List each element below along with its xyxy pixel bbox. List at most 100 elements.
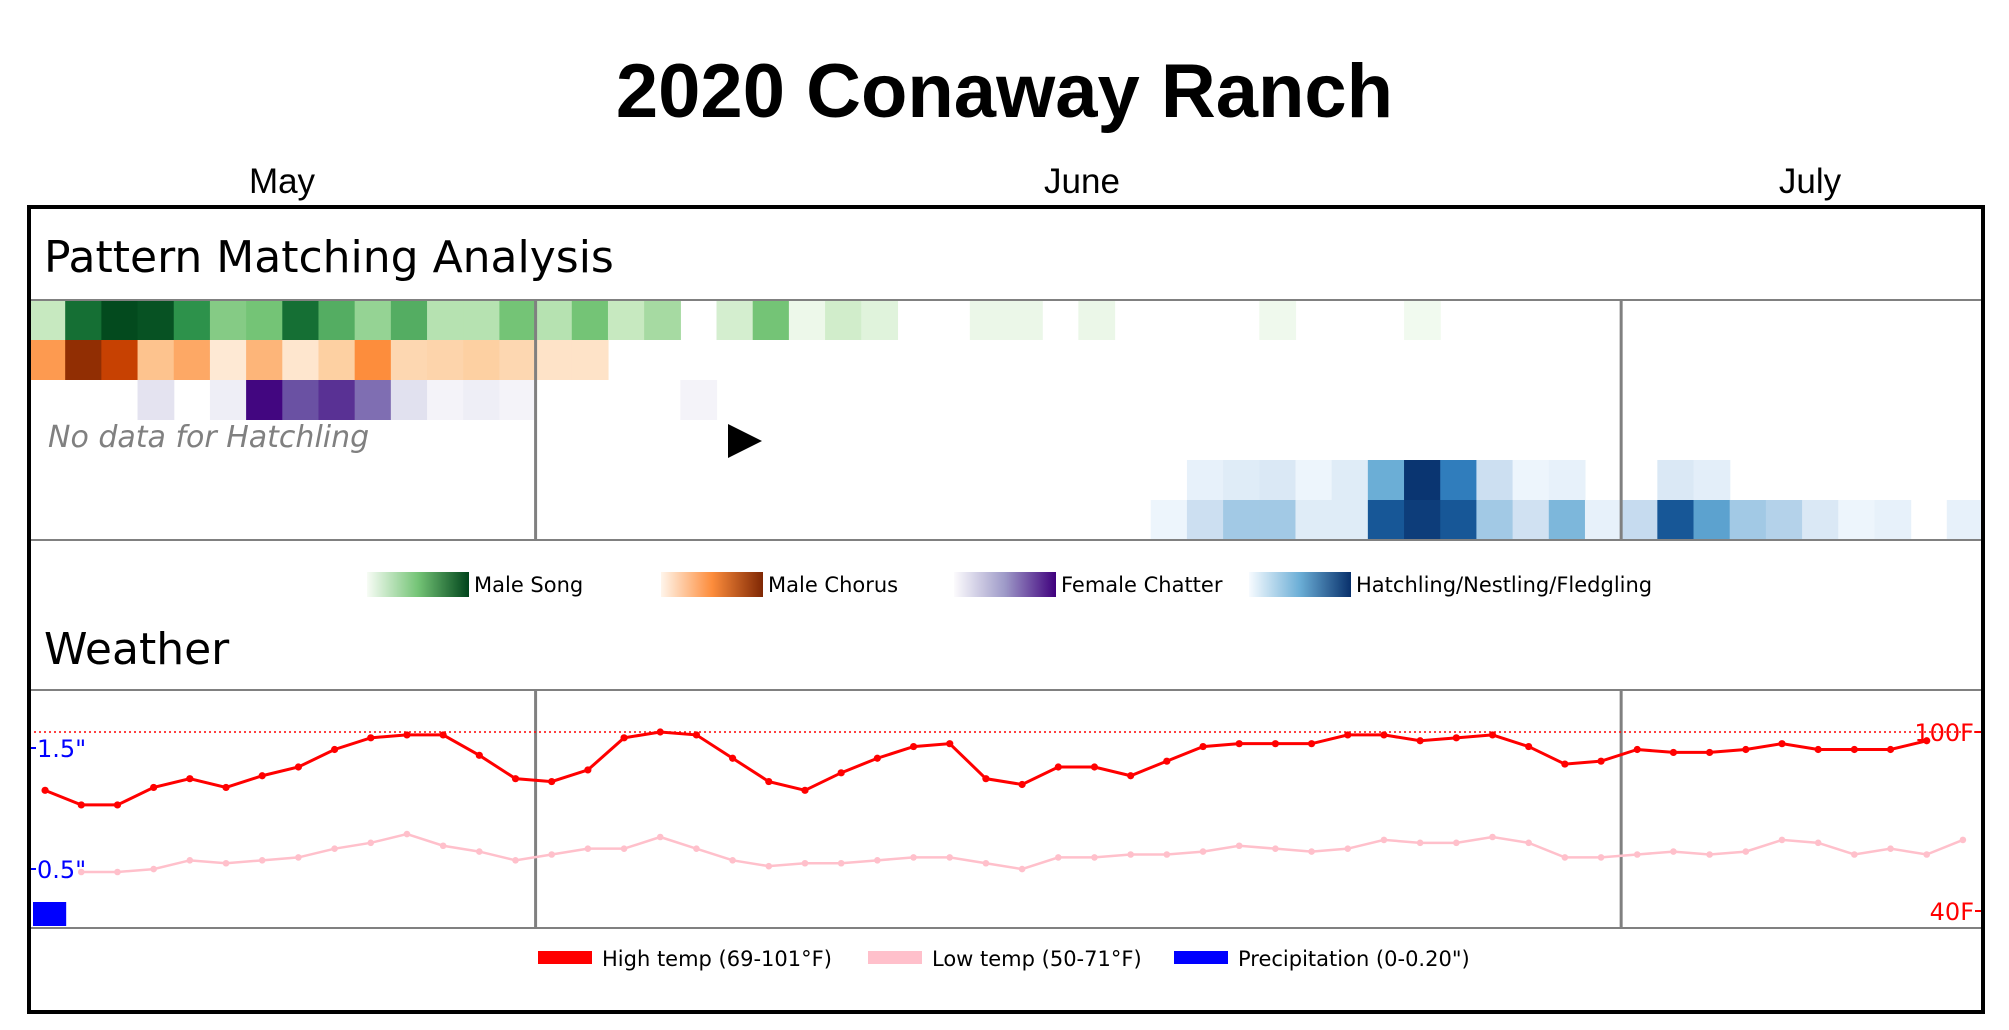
low-temp-point <box>837 859 845 867</box>
high-temp-point <box>1525 742 1533 751</box>
low-temp-point <box>693 845 700 852</box>
high-temp-point <box>1850 745 1858 754</box>
high-temp-point <box>1380 731 1388 739</box>
high-temp-point <box>1886 745 1895 754</box>
high-temp-point <box>1597 757 1605 765</box>
no-data-hatchling-label: No data for Hatchling <box>48 420 369 455</box>
low-temp-point <box>1199 848 1207 855</box>
heatmap-cell <box>246 340 283 380</box>
high-temp-point <box>1090 763 1099 771</box>
low-temp-point <box>1923 851 1931 858</box>
heatmap-cell <box>1838 500 1876 540</box>
heatmap-cell <box>1259 300 1297 340</box>
heatmap-cell <box>1440 460 1478 500</box>
low-temp-point <box>1308 848 1315 855</box>
high-temp-point <box>1163 757 1171 765</box>
high-temp-line <box>44 730 1928 807</box>
low-temp-point <box>1272 845 1279 852</box>
heatmap-cell <box>1259 460 1297 500</box>
heatmap-cell <box>1946 500 1984 540</box>
month-label-may: May <box>248 162 316 201</box>
heatmap-cell <box>752 300 790 340</box>
heatmap-cell <box>29 300 66 340</box>
temp-tick-label: 100F <box>1914 719 1974 747</box>
low-temp-point <box>1778 836 1786 844</box>
low-temp-point <box>765 862 773 870</box>
heatmap-cell <box>1621 500 1658 540</box>
high-temp-point <box>1127 772 1135 780</box>
low-temp-point <box>1344 845 1352 852</box>
legend-swatch <box>538 951 592 964</box>
high-temp-point <box>946 740 954 748</box>
legend-swatch <box>367 572 469 597</box>
heatmap-cell <box>209 340 247 380</box>
legend-swatch <box>954 572 1056 597</box>
heatmap-cell <box>65 300 102 340</box>
high-temp-point <box>77 801 85 809</box>
heatmap-cell <box>209 300 247 340</box>
heatmap-cell <box>716 300 754 340</box>
low-temp-point <box>367 839 375 847</box>
heatmap-cell <box>282 300 320 340</box>
heatmap-cell <box>499 340 537 380</box>
heatmap-cell <box>1693 500 1731 540</box>
low-temp-point <box>1018 865 1026 873</box>
heatmap-cell <box>1006 300 1043 340</box>
high-temp-point <box>982 775 990 783</box>
high-temp-point <box>258 772 266 780</box>
low-temp-point <box>222 859 230 867</box>
high-temp-point <box>1778 740 1786 748</box>
low-temp-point <box>729 857 736 864</box>
high-temp-point <box>222 783 230 792</box>
heatmap-cell <box>354 300 392 340</box>
heatmap-cell <box>1223 500 1260 540</box>
high-temp-point <box>330 745 339 754</box>
heatmap-cell <box>1512 460 1550 500</box>
heatmap-cell <box>137 380 175 420</box>
high-temp-point <box>1561 760 1569 768</box>
heatmap-cell <box>1367 500 1405 540</box>
month-label-july: July <box>1778 162 1842 201</box>
heatmap-cell <box>390 300 428 340</box>
heatmap-cell <box>1078 300 1116 340</box>
low-temp-point <box>1127 851 1134 858</box>
heatmap-cell <box>1404 500 1441 540</box>
heatmap-cell <box>571 300 609 340</box>
heatmap-cell <box>1476 500 1514 540</box>
low-temp-point <box>656 833 664 841</box>
heatmap-cell <box>1729 500 1767 540</box>
heatmap-cell <box>101 340 139 380</box>
high-temp-point <box>729 754 737 762</box>
legend-label: Low temp (50-71°F) <box>932 947 1142 971</box>
heatmap-cell <box>246 380 283 420</box>
low-temp-point <box>1416 839 1424 847</box>
heatmap-cell <box>969 300 1007 340</box>
legend-swatch <box>1174 951 1228 964</box>
heatmap-cell <box>1584 500 1622 540</box>
heatmap-cell <box>354 380 392 420</box>
high-temp-point <box>837 769 845 777</box>
low-temp-point <box>620 845 628 852</box>
chart-title: 2020 Conaway Ranch <box>615 49 1394 134</box>
high-temp-point <box>439 731 447 739</box>
low-temp-point <box>1380 836 1388 844</box>
high-temp-point <box>909 742 918 751</box>
high-temp-point <box>1199 742 1207 751</box>
high-temp-point <box>1669 748 1678 757</box>
low-temp-point <box>1525 839 1532 847</box>
low-temp-point <box>548 851 555 858</box>
heatmap-cell <box>1548 500 1586 540</box>
heatmap-cell <box>535 300 573 340</box>
precip-tick-label: 0.5" <box>37 856 86 884</box>
heatmap-cell <box>1150 500 1188 540</box>
heatmap-cell <box>209 380 247 420</box>
low-temp-point <box>801 859 809 867</box>
low-temp-point <box>1633 851 1641 858</box>
low-temp-point <box>1814 839 1822 847</box>
heatmap-cell <box>173 300 211 340</box>
high-temp-point <box>1307 740 1316 748</box>
legend-label: High temp (69-101°F) <box>602 947 832 971</box>
low-temp-point <box>295 854 302 861</box>
heatmap-cell <box>861 300 899 340</box>
